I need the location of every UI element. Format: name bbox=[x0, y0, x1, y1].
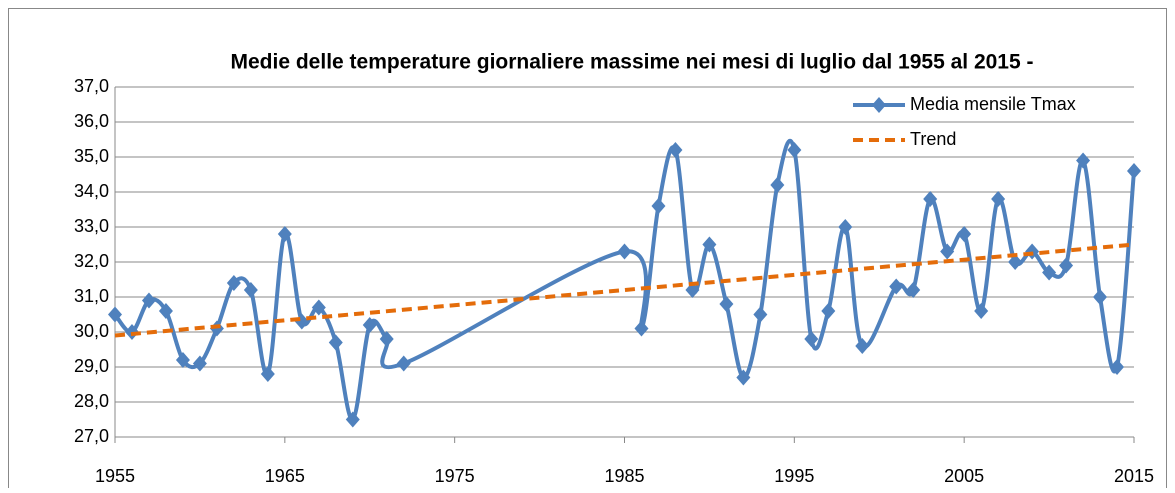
y-tick-label: 32,0 bbox=[74, 251, 109, 271]
data-point bbox=[668, 142, 683, 158]
data-point bbox=[957, 226, 972, 242]
y-tick-label: 28,0 bbox=[74, 391, 109, 411]
y-tick-label: 34,0 bbox=[74, 181, 109, 201]
data-point bbox=[889, 278, 904, 295]
data-point bbox=[1076, 152, 1091, 169]
chart-border bbox=[8, 8, 1167, 493]
data-point bbox=[991, 191, 1006, 207]
y-tick-label: 37,0 bbox=[74, 76, 109, 96]
data-point bbox=[345, 411, 360, 428]
data-point bbox=[1127, 163, 1141, 179]
data-point bbox=[1042, 264, 1057, 281]
x-tick-label: 2015 bbox=[1114, 466, 1154, 486]
legend-label: Trend bbox=[910, 129, 956, 149]
data-point bbox=[311, 299, 326, 316]
data-point bbox=[243, 282, 258, 298]
data-point bbox=[260, 366, 275, 382]
data-point bbox=[1008, 254, 1023, 270]
data-point bbox=[838, 219, 853, 235]
data-point bbox=[379, 331, 394, 347]
y-tick-label: 27,0 bbox=[74, 426, 109, 446]
data-point bbox=[906, 282, 921, 298]
data-point bbox=[634, 320, 649, 337]
data-point bbox=[821, 303, 836, 319]
data-point bbox=[141, 292, 156, 309]
legend-marker bbox=[872, 97, 886, 113]
data-point bbox=[719, 296, 734, 312]
data-point bbox=[328, 334, 343, 351]
data-point bbox=[226, 275, 241, 291]
data-point bbox=[753, 306, 768, 323]
data-point bbox=[787, 142, 802, 158]
series-line bbox=[114, 242, 1135, 338]
data-point bbox=[651, 198, 666, 214]
data-point bbox=[192, 355, 207, 372]
y-tick-label: 31,0 bbox=[74, 286, 109, 306]
chart-title: Medie delle temperature giornaliere mass… bbox=[231, 51, 1034, 74]
y-tick-label: 35,0 bbox=[74, 146, 109, 166]
data-point bbox=[804, 331, 819, 347]
data-point bbox=[702, 236, 717, 253]
data-point bbox=[923, 191, 938, 207]
y-tick-label: 29,0 bbox=[74, 356, 109, 376]
data-point bbox=[940, 243, 955, 260]
data-point bbox=[736, 369, 751, 386]
data-point bbox=[108, 306, 122, 323]
y-tick-label: 30,0 bbox=[74, 321, 109, 341]
data-point bbox=[855, 338, 870, 354]
data-point bbox=[1110, 359, 1125, 375]
data-point bbox=[617, 243, 632, 260]
legend-label: Media mensile Tmax bbox=[910, 94, 1076, 114]
x-tick-label: 2005 bbox=[944, 466, 984, 486]
data-point bbox=[1093, 289, 1108, 305]
x-tick-label: 1975 bbox=[435, 466, 475, 486]
x-tick-label: 1955 bbox=[95, 466, 135, 486]
y-tick-label: 36,0 bbox=[74, 111, 109, 131]
data-point bbox=[1059, 257, 1074, 274]
data-point bbox=[974, 303, 989, 319]
data-point bbox=[175, 352, 190, 368]
data-point bbox=[362, 317, 377, 333]
x-tick-label: 1965 bbox=[265, 466, 305, 486]
data-point bbox=[770, 177, 785, 193]
data-point bbox=[277, 226, 292, 242]
x-tick-label: 1985 bbox=[604, 466, 644, 486]
data-point bbox=[158, 303, 173, 319]
y-tick-label: 33,0 bbox=[74, 216, 109, 236]
x-tick-label: 1995 bbox=[774, 466, 814, 486]
data-point bbox=[396, 355, 411, 372]
